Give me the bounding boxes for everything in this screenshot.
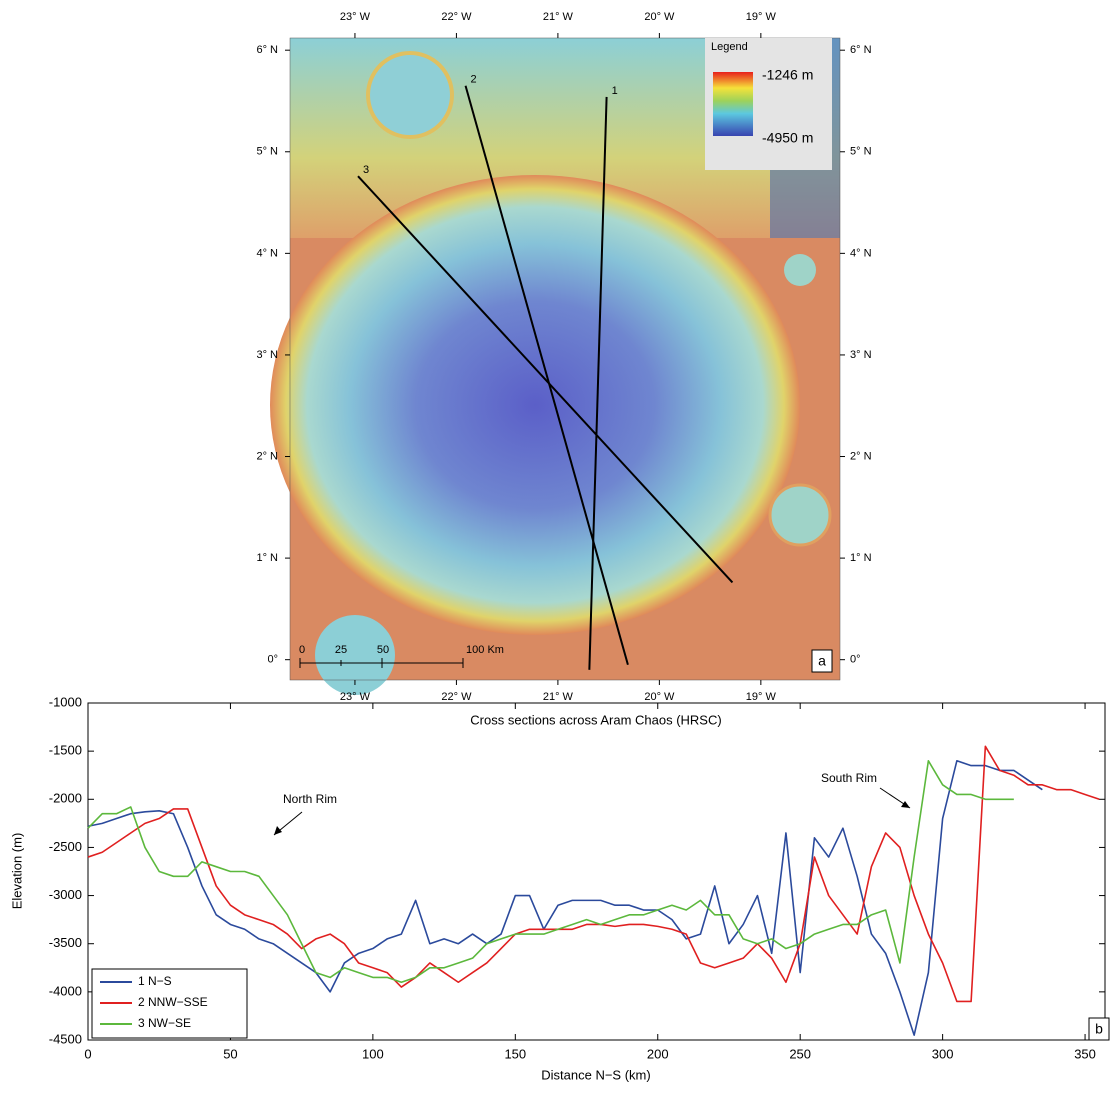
y-tick-label: 2° N [850, 450, 872, 462]
panel-label: a [818, 653, 826, 669]
y-tick-label: -3000 [49, 887, 82, 902]
y-tick-label: 5° N [256, 146, 278, 158]
arrow-head [274, 826, 282, 835]
legend-label: 1 N−S [138, 974, 172, 988]
x-tick-label: 100 [362, 1046, 384, 1061]
plot-frame [87, 702, 1106, 1041]
x-tick-label: 23° W [340, 691, 371, 703]
profile-line [588, 96, 608, 670]
y-tick-label: 1° N [256, 552, 278, 564]
legend-label: 2 NNW−SSE [138, 995, 208, 1009]
y-tick-label: -4000 [49, 983, 82, 998]
y-tick-label: 3° N [256, 349, 278, 361]
y-tick-label: 5° N [850, 146, 872, 158]
x-tick-label: 22° W [441, 691, 472, 703]
scale-label: 25 [335, 644, 347, 656]
x-tick-label: 22° W [441, 11, 472, 23]
x-tick-label: 21° W [543, 691, 574, 703]
map-legend: Legend -1246 m -4950 m [705, 38, 832, 170]
annotation: South Rim [821, 771, 877, 785]
profile-line [357, 175, 734, 584]
y-tick-label: 4° N [850, 247, 872, 259]
y-tick-label: 6° N [256, 44, 278, 56]
y-tick-label: -2500 [49, 839, 82, 854]
legend-title: Legend [711, 41, 748, 53]
y-tick-label: -1000 [49, 694, 82, 709]
chart-title: Cross sections across Aram Chaos (HRSC) [470, 712, 721, 727]
profile-label: 2 [471, 74, 477, 86]
y-tick-label: -2000 [49, 791, 82, 806]
y-tick-label: 6° N [850, 44, 872, 56]
y-tick-label: 0° [267, 654, 278, 666]
y-tick-label: 3° N [850, 349, 872, 361]
x-tick-label: 250 [789, 1046, 811, 1061]
y-tick-label: 2° N [256, 450, 278, 462]
x-tick-label: 19° W [746, 691, 777, 703]
x-tick-label: 23° W [340, 11, 371, 23]
y-tick-label: -4500 [49, 1031, 82, 1046]
y-tick-label: 1° N [850, 552, 872, 564]
y-tick-label: -3500 [49, 935, 82, 950]
panel-label: b [1095, 1021, 1103, 1037]
legend-max: -1246 m [762, 67, 813, 83]
series-line [87, 759, 1014, 984]
x-tick-label: 350 [1074, 1046, 1096, 1061]
y-axis-label: Elevation (m) [9, 833, 24, 910]
x-tick-label: 150 [504, 1046, 526, 1061]
annotation: North Rim [283, 792, 337, 806]
x-tick-label: 200 [647, 1046, 669, 1061]
color-bar [713, 72, 753, 136]
y-tick-label: -1500 [49, 743, 82, 758]
legend-min: -4950 m [762, 130, 813, 146]
scale-label: 0 [299, 644, 305, 656]
x-tick-label: 21° W [543, 11, 574, 23]
series-line [87, 745, 1100, 1003]
scale-label: 100 Km [466, 644, 504, 656]
x-tick-label: 20° W [644, 691, 675, 703]
panel-label-box [811, 649, 833, 673]
y-tick-label: 4° N [256, 247, 278, 259]
x-tick-label: 300 [932, 1046, 954, 1061]
profile-label: 3 [363, 164, 369, 176]
x-tick-label: 0 [84, 1046, 91, 1061]
x-tick-label: 20° W [644, 11, 675, 23]
series-line [87, 759, 1043, 1036]
scale-label: 50 [377, 644, 389, 656]
y-tick-label: 0° [850, 654, 861, 666]
scale-bar: 0 25 50 100 Km [299, 644, 504, 668]
profile-line [464, 85, 629, 666]
x-tick-label: 50 [223, 1046, 237, 1061]
legend-label: 3 NW−SE [138, 1016, 191, 1030]
arrow-head [901, 801, 910, 808]
x-tick-label: 19° W [746, 11, 777, 23]
x-axis-label: Distance N−S (km) [541, 1067, 650, 1082]
profile-label: 1 [612, 85, 618, 97]
